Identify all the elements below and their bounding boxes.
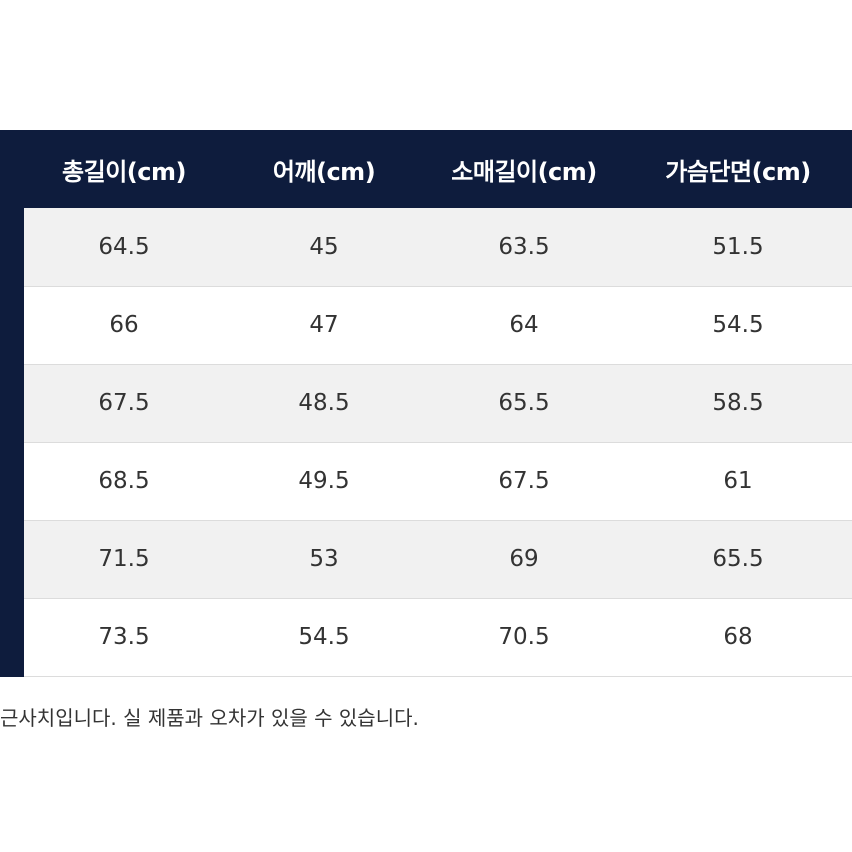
chest-width-cell: 68 — [624, 598, 852, 677]
size-label-cell — [0, 364, 24, 443]
size-chart-table: 총길이(cm) 어깨(cm) 소매길이(cm) 가슴단면(cm) 64.5 45… — [0, 130, 852, 677]
shoulder-cell: 49.5 — [224, 442, 424, 521]
shoulder-cell: 45 — [224, 208, 424, 287]
header-sleeve-length: 소매길이(cm) — [451, 157, 597, 186]
sleeve-length-cell: 65.5 — [424, 364, 624, 443]
table-row: 66 47 64 54.5 — [0, 286, 852, 365]
chest-width-cell: 65.5 — [624, 520, 852, 599]
total-length-cell: 66 — [24, 286, 224, 365]
chest-width-cell: 61 — [624, 442, 852, 521]
sleeve-length-cell: 63.5 — [424, 208, 624, 287]
shoulder-cell: 54.5 — [224, 598, 424, 677]
shoulder-cell: 47 — [224, 286, 424, 365]
total-length-cell: 71.5 — [24, 520, 224, 599]
chest-width-cell: 58.5 — [624, 364, 852, 443]
table-row: 73.5 54.5 70.5 68 — [0, 598, 852, 677]
table-row: 68.5 49.5 67.5 61 — [0, 442, 852, 521]
sleeve-length-cell: 69 — [424, 520, 624, 599]
sleeve-length-cell: 70.5 — [424, 598, 624, 677]
table-row: 67.5 48.5 65.5 58.5 — [0, 364, 852, 443]
total-length-cell: 73.5 — [24, 598, 224, 677]
header-shoulder: 어깨(cm) — [272, 157, 376, 186]
shoulder-cell: 53 — [224, 520, 424, 599]
table-header-row: 총길이(cm) 어깨(cm) 소매길이(cm) 가슴단면(cm) — [0, 130, 852, 208]
header-total-length: 총길이(cm) — [62, 157, 186, 186]
chest-width-cell: 51.5 — [624, 208, 852, 287]
size-label-cell — [0, 598, 24, 677]
size-label-cell — [0, 286, 24, 365]
size-column-stub — [0, 130, 24, 208]
total-length-cell: 67.5 — [24, 364, 224, 443]
total-length-cell: 68.5 — [24, 442, 224, 521]
sleeve-length-cell: 64 — [424, 286, 624, 365]
chest-width-cell: 54.5 — [624, 286, 852, 365]
measurement-disclaimer: 근사치입니다. 실 제품과 오차가 있을 수 있습니다. — [0, 706, 419, 730]
size-label-cell — [0, 442, 24, 521]
size-label-cell — [0, 208, 24, 287]
size-label-cell — [0, 520, 24, 599]
table-row: 71.5 53 69 65.5 — [0, 520, 852, 599]
header-chest-width: 가슴단면(cm) — [665, 157, 811, 186]
shoulder-cell: 48.5 — [224, 364, 424, 443]
sleeve-length-cell: 67.5 — [424, 442, 624, 521]
table-row: 64.5 45 63.5 51.5 — [0, 208, 852, 287]
total-length-cell: 64.5 — [24, 208, 224, 287]
